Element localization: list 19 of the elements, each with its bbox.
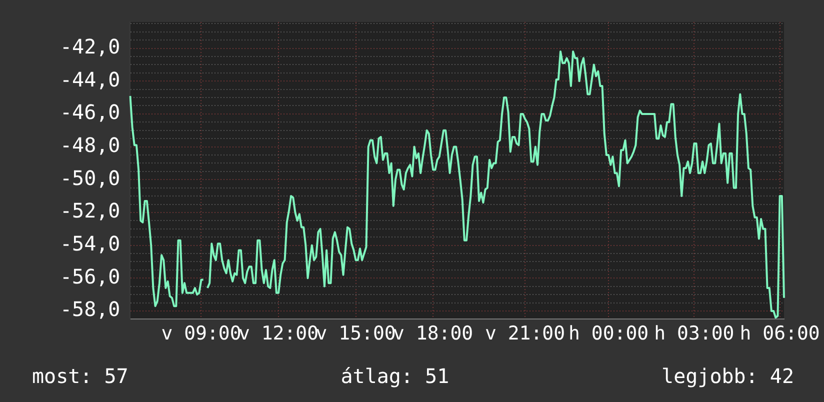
x-tick-label: v 15:00 bbox=[316, 322, 396, 345]
y-tick-label: -58,0 bbox=[60, 297, 120, 322]
x-tick-label: v 21:00 bbox=[484, 322, 566, 345]
y-tick-label: -42,0 bbox=[60, 34, 120, 58]
y-tick-label: -50,0 bbox=[60, 166, 120, 190]
text: legjobb: 42 bbox=[662, 364, 794, 388]
y-tick-label: -56,0 bbox=[60, 264, 120, 288]
x-tick-label: v 09:00 bbox=[161, 322, 242, 345]
x-tick-label: h 00:00 bbox=[568, 322, 649, 345]
text: átlag: 51 bbox=[340, 364, 450, 388]
x-tick-label: v 18:00 bbox=[393, 322, 474, 345]
y-tick-label: -44,0 bbox=[60, 67, 120, 92]
x-tick-label: h 06:00 bbox=[740, 322, 820, 345]
y-tick-label: -48,0 bbox=[60, 132, 120, 157]
y-tick-label: -54,0 bbox=[60, 232, 120, 256]
y-tick-label: -52,0 bbox=[60, 198, 120, 223]
x-tick-label: h 03:00 bbox=[654, 322, 734, 345]
y-tick-label: -46,0 bbox=[60, 100, 120, 124]
text: most: 57 bbox=[32, 364, 128, 388]
